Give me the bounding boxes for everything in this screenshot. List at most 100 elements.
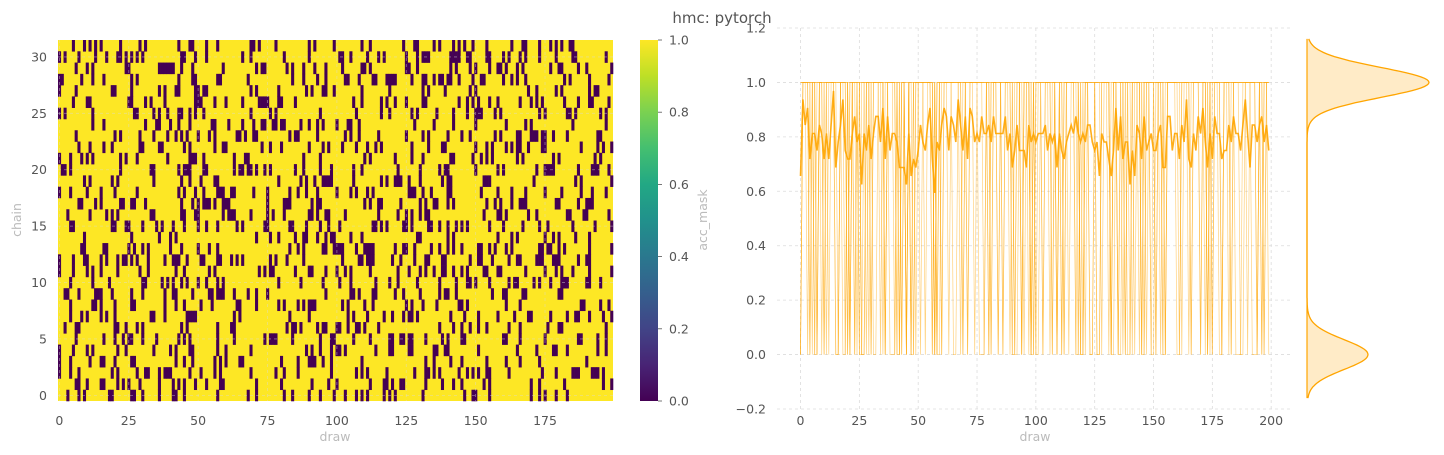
heatmap-cell [221,186,225,199]
heatmap-cell [588,85,592,97]
heatmap-cell [601,378,605,391]
trace-y-tick: 0.0 [746,347,766,362]
heatmap-cell [596,333,600,345]
heatmap-cell [474,62,478,75]
heatmap-cell [576,164,580,176]
heatmap-cell [227,209,231,221]
heatmap-cell [418,265,422,278]
heatmap-cell [69,355,73,368]
heatmap-cell [218,73,223,86]
heatmap-cell [171,378,175,391]
heatmap-cell [85,310,89,323]
heatmap-cell [524,197,528,210]
heatmap-cell [554,254,558,266]
heatmap-cell [85,265,89,278]
heatmap-cell [529,389,533,402]
heatmap-cell [224,355,228,368]
heatmap-cell [341,299,345,312]
heatmap-cell [160,62,164,75]
heatmap-cell [518,355,522,368]
heatmap-cell [477,96,481,108]
heatmap-cell [116,378,120,391]
heatmap-cell [218,378,223,391]
heatmap-cell [366,389,370,402]
heatmap-cell [138,40,142,52]
heatmap-cell [576,197,580,210]
heatmap-cell [360,367,364,379]
heatmap-cell [607,96,611,108]
heatmap-cell [157,107,161,120]
heatmap-cell [188,344,192,357]
heatmap-cell [185,164,189,176]
heatmap-cell [418,197,422,210]
heatmap-cell [144,40,148,52]
heatmap-cell [596,130,600,142]
heatmap-cell [213,130,217,142]
heatmap-cell [360,85,364,97]
trace-x-tick: 150 [1142,413,1166,428]
heatmap-cell [105,310,109,323]
heatmap-cell [216,40,220,52]
heatmap-cell [496,265,500,278]
heatmap-cell [263,62,267,75]
heatmap-cell [593,164,597,176]
heatmap-cell [321,175,325,187]
heatmap-cell [574,310,578,323]
heatmap-cell [446,197,450,210]
heatmap-cell [296,186,300,199]
heatmap-cell [468,322,472,334]
heatmap-cell [66,288,70,300]
heatmap-cell [71,344,75,357]
heatmap-cell [407,62,411,75]
heatmap-cell [271,118,275,131]
heatmap-cell [318,197,322,210]
heatmap-cell [277,96,281,108]
heatmap-cell [488,175,492,187]
heatmap-cell [329,164,334,176]
heatmap-cell [521,197,525,210]
heatmap-cell [324,288,328,300]
heatmap-cell [557,152,561,165]
heatmap-cell [349,265,353,278]
heatmap-cell [171,288,175,300]
heatmap-cell [499,62,503,75]
heatmap-cell [241,118,245,131]
colorbar-tick: 0.2 [669,321,689,336]
heatmap-cell [504,299,508,312]
heatmap-cell [235,254,239,266]
heatmap-cell [588,197,592,210]
heatmap-cell [360,62,364,75]
heatmap-cell [277,85,281,97]
heatmap-cell [485,367,489,379]
heatmap-cell [221,62,225,75]
heatmap-cell [91,107,95,120]
heatmap-cell [329,344,334,357]
heatmap-cell [124,62,128,75]
heatmap-cell [243,152,247,165]
heatmap-cell [102,355,106,368]
heatmap-cell [221,276,225,289]
heatmap-cell [291,322,295,334]
heatmap-cell [460,265,464,278]
heatmap-cell [538,355,542,368]
heatmap-cell [77,141,81,154]
heatmap-cell [280,378,284,391]
heatmap-cell [599,130,603,142]
colorbar-tick: 1.0 [669,33,689,48]
heatmap-y-tick: 5 [39,331,47,346]
heatmap-cell [574,175,578,187]
heatmap-cell [377,197,381,210]
heatmap-cell [255,62,259,75]
heatmap-cell [246,389,250,402]
heatmap-cell [216,243,220,255]
heatmap-cell [202,85,206,97]
mean-trace [799,90,1270,194]
heatmap-cell [335,243,339,255]
heatmap-cell [357,288,361,300]
heatmap-cell [379,141,383,154]
heatmap-cell [338,243,342,255]
heatmap-cell [557,231,561,244]
heatmap-cell [332,231,336,244]
heatmap-cell [368,378,372,391]
heatmap-cell [535,96,539,108]
